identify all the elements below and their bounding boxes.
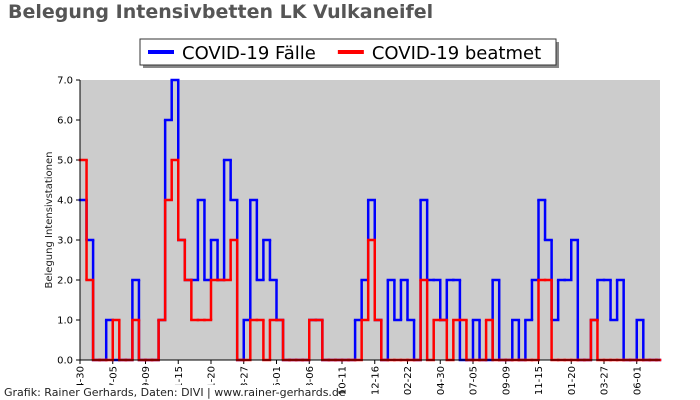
y-tick-label: 5.0: [57, 156, 73, 167]
y-tick-label: 2.0: [57, 276, 73, 287]
x-tick-label: 04-30: [76, 366, 87, 395]
x-tick-label: 09-09: [501, 366, 512, 395]
x-tick-label: 06-01: [272, 366, 283, 395]
legend: COVID-19 Fälle COVID-19 beatmet: [139, 38, 559, 68]
x-tick-label: 08-06: [305, 366, 316, 395]
y-tick-label: 1.0: [57, 316, 73, 327]
x-tick-label: 03-27: [239, 366, 250, 395]
legend-label: COVID-19 Fälle: [182, 43, 316, 64]
x-tick-label: 01-20: [567, 366, 578, 395]
x-tick-label: 04-30: [436, 366, 447, 395]
footer-bg: [4, 385, 334, 399]
y-tick-label: 3.0: [57, 236, 73, 247]
footer: Grafik: Rainer Gerhards, Daten: DIVI | w…: [4, 386, 346, 399]
x-tick-label: 03-27: [600, 366, 611, 395]
y-tick-label: 6.0: [57, 116, 73, 127]
chart-title: Belegung Intensivbetten LK Vulkaneifel: [8, 1, 433, 23]
x-tick-label: 12-16: [370, 366, 381, 395]
x-tick-label: 02-22: [403, 366, 414, 395]
x-tick-label: 10-11: [338, 366, 349, 395]
x-tick-label: 01-20: [207, 366, 218, 395]
legend-label: COVID-19 beatmet: [372, 43, 541, 64]
x-tick-label: 07-05: [108, 366, 119, 395]
y-tick-label: 7.0: [57, 76, 73, 87]
x-tick-label: 07-05: [469, 366, 480, 395]
x-tick-label: 11-15: [174, 366, 185, 395]
plot-area: [80, 80, 660, 360]
x-tick-label: 11-15: [534, 366, 545, 395]
y-axis-label: Belegung Intensivstationen: [44, 151, 55, 288]
y-tick-label: 0.0: [57, 356, 73, 367]
x-tick-label: 06-01: [632, 366, 643, 395]
y-tick-label: 4.0: [57, 196, 73, 207]
x-tick-label: 09-09: [141, 366, 152, 395]
